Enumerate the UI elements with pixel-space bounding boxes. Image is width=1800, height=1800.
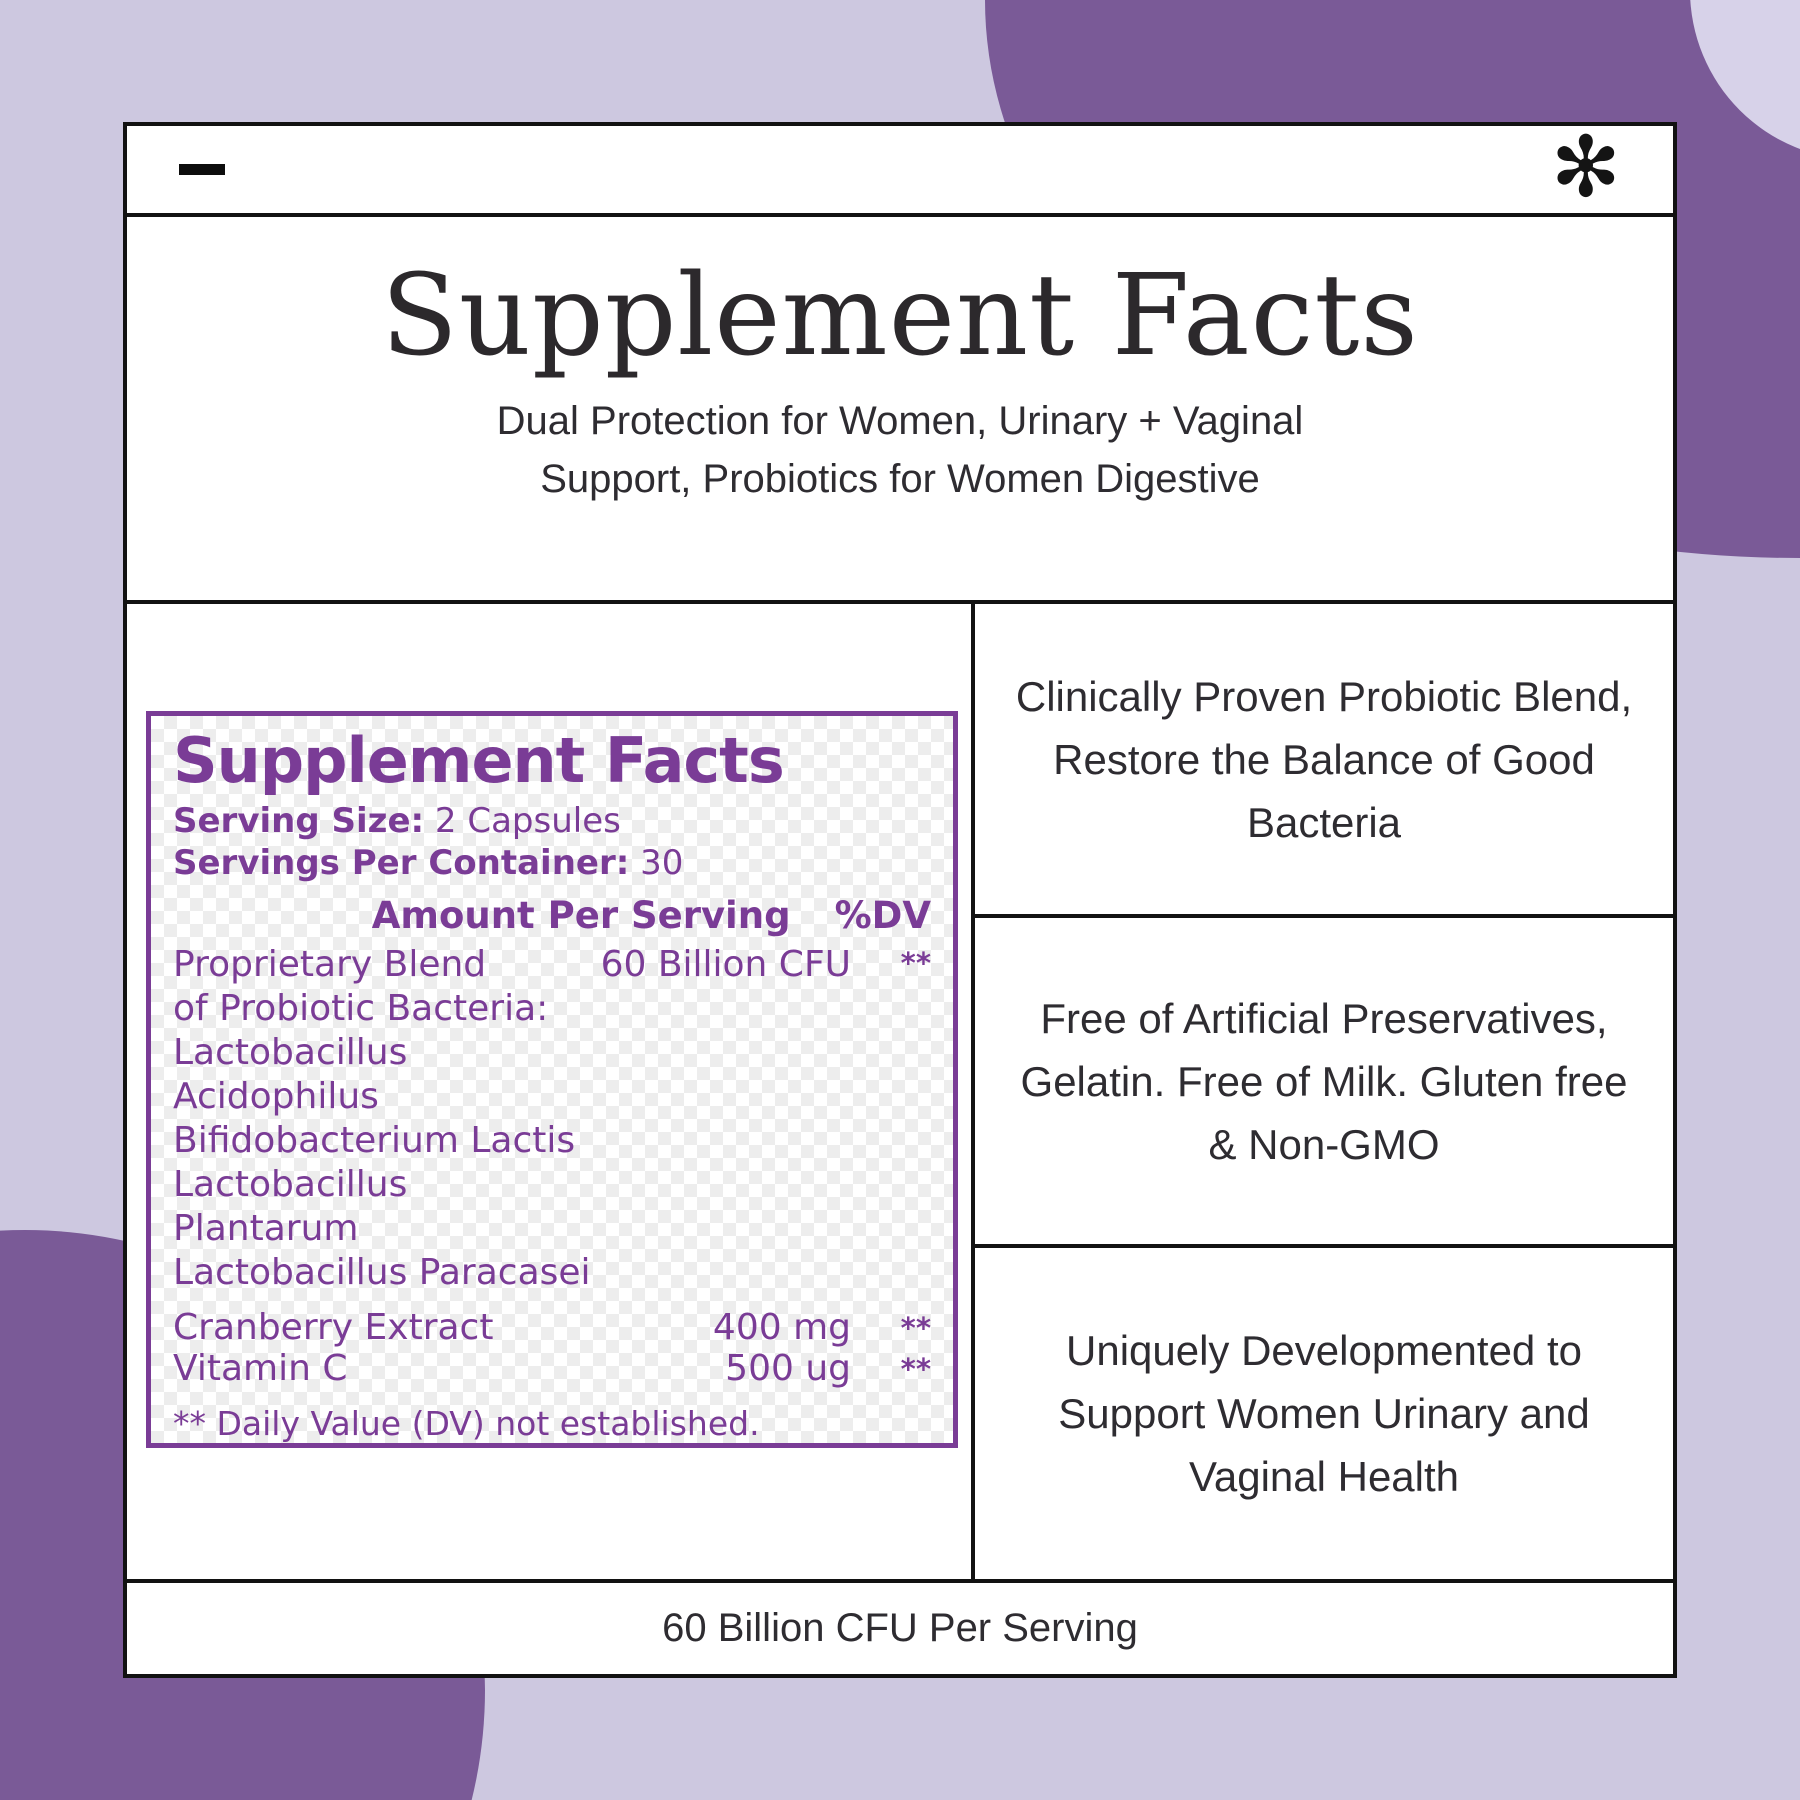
serving-size-value: 2 Capsules	[434, 801, 621, 841]
page-subtitle: Dual Protection for Women, Urinary + Vag…	[127, 392, 1673, 508]
benefit-cell-urinary-vaginal: Uniquely Developmented to Support Women …	[975, 1248, 1673, 1579]
benefit-text: Clinically Proven Probiotic Blend, Resto…	[1015, 672, 1633, 846]
servings-per-container-value: 30	[640, 843, 684, 883]
benefit-cell-free-of: Free of Artificial Preservatives, Gelati…	[975, 918, 1673, 1248]
servings-per-container-label: Servings Per Container:	[173, 843, 630, 883]
benefit-cell-probiotic-blend: Clinically Proven Probiotic Blend, Resto…	[975, 604, 1673, 918]
subtitle-line-2: Support, Probiotics for Women Digestive	[540, 457, 1260, 502]
amount-header: Amount Per Serving	[371, 894, 791, 937]
blend-line: of Probiotic Bacteria:	[173, 988, 549, 1029]
servings-per-container-line: Servings Per Container: 30	[173, 842, 931, 884]
benefit-text: Uniquely Developmented to Support Women …	[1058, 1327, 1590, 1500]
page-title: Supplement Facts	[381, 251, 1419, 381]
label-footnote: ** Daily Value (DV) not established.	[173, 1404, 760, 1443]
serving-size-label: Serving Size:	[173, 801, 425, 841]
blend-line: Bifidobacterium Lactis	[173, 1120, 576, 1161]
blend-amount: 60 Billion CFU	[600, 944, 851, 985]
blend-line: Lactobacillus Acidophilus	[173, 1032, 408, 1117]
blend-line: Proprietary Blend	[173, 944, 487, 985]
ingredient-row-cranberry: Cranberry Extract 400 mg **	[173, 1307, 931, 1348]
ingredient-name: Vitamin C	[173, 1348, 348, 1389]
ingredient-dv: **	[900, 1351, 931, 1386]
benefits-column: Clinically Proven Probiotic Blend, Resto…	[975, 604, 1673, 1579]
blend-amount-group: 60 Billion CFU **	[601, 943, 931, 1295]
blend-dv: **	[900, 946, 931, 980]
supplement-facts-label: Supplement Facts Serving Size: 2 Capsule…	[146, 711, 958, 1448]
benefit-text: Free of Artificial Preservatives, Gelati…	[1020, 994, 1628, 1168]
label-column: Supplement Facts Serving Size: 2 Capsule…	[127, 604, 975, 1579]
dv-header: %DV	[834, 894, 931, 937]
proprietary-blend-row: Proprietary Blend of Probiotic Bacteria:…	[173, 943, 931, 1295]
asterisk-icon: ✻	[1550, 117, 1621, 216]
ingredient-dv: **	[900, 1310, 931, 1345]
ingredient-name: Cranberry Extract	[173, 1307, 494, 1348]
card-footer-bar: 60 Billion CFU Per Serving	[127, 1579, 1673, 1674]
ingredient-amount: 500 ug	[725, 1348, 851, 1389]
blend-ingredient-lines: Proprietary Blend of Probiotic Bacteria:…	[173, 943, 601, 1295]
label-title: Supplement Facts	[173, 724, 785, 797]
ingredient-row-vitamin-c: Vitamin C 500 ug **	[173, 1348, 931, 1389]
subtitle-line-1: Dual Protection for Women, Urinary + Vag…	[496, 399, 1304, 444]
ingredient-amount: 400 mg	[712, 1307, 851, 1348]
blend-line: Lactobacillus Plantarum	[173, 1164, 408, 1249]
amount-per-serving-header-row: Amount Per Serving %DV	[173, 894, 931, 937]
card-header: Supplement Facts Dual Protection for Wom…	[127, 217, 1673, 604]
serving-size-line: Serving Size: 2 Capsules	[173, 800, 931, 842]
footer-text: 60 Billion CFU Per Serving	[662, 1606, 1138, 1650]
content-card: ✻ Supplement Facts Dual Protection for W…	[123, 122, 1677, 1678]
dash-icon	[179, 164, 225, 175]
card-top-bar: ✻	[127, 117, 1673, 217]
card-main-section: Supplement Facts Serving Size: 2 Capsule…	[127, 604, 1673, 1579]
blend-line: Lactobacillus Paracasei	[173, 1252, 591, 1293]
